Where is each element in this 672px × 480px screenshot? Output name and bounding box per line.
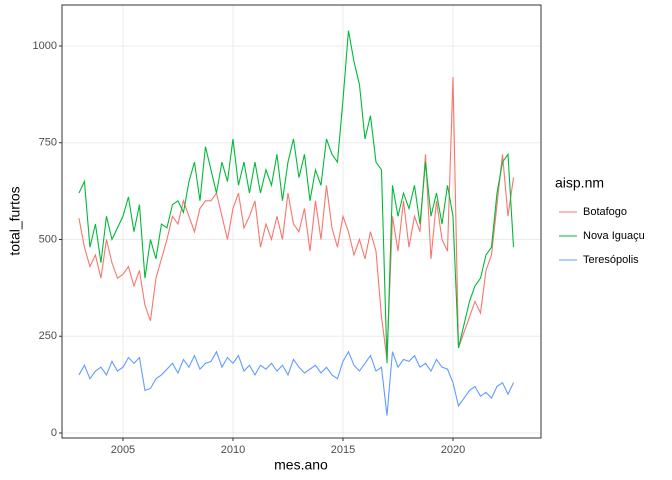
series-line bbox=[78, 30, 515, 364]
series-line bbox=[78, 350, 514, 416]
y-tick-label: 1000 bbox=[33, 40, 57, 52]
x-tick-label: 2005 bbox=[111, 444, 135, 456]
legend-label: Teresópolis bbox=[583, 254, 639, 266]
legend-title: aisp.nm bbox=[555, 175, 604, 191]
x-tick-label: 2015 bbox=[331, 444, 355, 456]
x-tick-label: 2010 bbox=[221, 444, 245, 456]
y-tick-label: 500 bbox=[39, 233, 57, 245]
y-tick-label: 750 bbox=[39, 137, 57, 149]
legend-label: Nova Iguaçu bbox=[583, 230, 645, 242]
y-tick-label: 0 bbox=[51, 427, 57, 439]
x-tick-label: 2020 bbox=[441, 444, 465, 456]
panel-border bbox=[61, 4, 542, 439]
y-axis-title: total_furtos bbox=[7, 186, 23, 255]
x-axis-title: mes.ano bbox=[274, 457, 328, 473]
series-line bbox=[78, 76, 515, 360]
legend-label: Botafogo bbox=[583, 206, 627, 218]
y-tick-label: 250 bbox=[39, 330, 57, 342]
